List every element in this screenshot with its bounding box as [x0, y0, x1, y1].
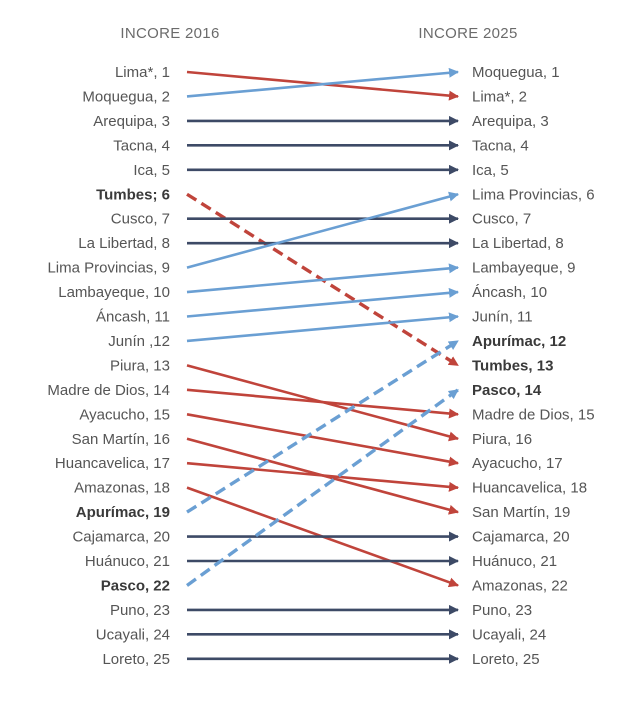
rank-change-arrow-up — [186, 67, 459, 98]
right-rank-label: Lima*, 2 — [472, 88, 527, 105]
right-rank-label: Puno, 23 — [472, 602, 532, 619]
rank-change-arrow-down — [186, 388, 459, 419]
right-rank-label: Lambayeque, 9 — [472, 260, 575, 277]
left-rank-label: San Martín, 16 — [72, 431, 170, 448]
left-rank-label: Madre de Dios, 14 — [47, 382, 170, 399]
left-rank-label: Ayacucho, 15 — [79, 406, 170, 423]
left-title: INCORE 2016 — [120, 25, 219, 42]
rank-change-arrow-up — [186, 388, 459, 587]
left-rank-label: Arequipa, 3 — [93, 113, 170, 130]
right-rank-label: Ayacucho, 17 — [472, 455, 563, 472]
right-rank-label: Cajamarca, 20 — [472, 529, 570, 546]
left-rank-label: Pasco, 22 — [101, 577, 170, 594]
right-rank-label: Huánuco, 21 — [472, 553, 557, 570]
right-rank-label: Cusco, 7 — [472, 211, 531, 228]
rank-change-arrow-up — [186, 339, 459, 514]
left-rank-label: Tacna, 4 — [113, 137, 170, 154]
left-rank-label: Puno, 23 — [110, 602, 170, 619]
right-title: INCORE 2025 — [418, 25, 517, 42]
right-rank-label: Tacna, 4 — [472, 137, 529, 154]
left-rank-label: Lima Provincias, 9 — [47, 260, 170, 277]
left-rank-label: Amazonas, 18 — [74, 480, 170, 497]
left-rank-label: Apurímac, 19 — [76, 504, 170, 521]
right-rank-label: Junín, 11 — [472, 309, 533, 326]
left-rank-label: Loreto, 25 — [102, 651, 170, 668]
left-rank-label: Tumbes; 6 — [96, 186, 170, 203]
right-rank-label: San Martín, 19 — [472, 504, 570, 521]
rank-change-arrow-up — [186, 287, 459, 318]
rank-labels: Lima*, 1 Moquegua, 1 Moquegua, 2 Lima*, 2 Ar… — [47, 64, 594, 668]
right-rank-label: Loreto, 25 — [472, 651, 540, 668]
left-rank-label: Huancavelica, 17 — [55, 455, 170, 472]
left-rank-label: Lima*, 1 — [115, 64, 170, 81]
rank-change-arrow-up — [186, 191, 459, 269]
right-rank-label: Tumbes, 13 — [472, 357, 553, 374]
left-rank-label: Lambayeque, 10 — [58, 284, 170, 301]
right-rank-label: Áncash, 10 — [472, 284, 547, 301]
left-rank-label: Ica, 5 — [133, 162, 170, 179]
right-rank-label: Pasco, 14 — [472, 382, 542, 399]
rank-change-arrow-up — [186, 312, 459, 343]
right-rank-label: La Libertad, 8 — [472, 235, 564, 252]
left-rank-label: Cusco, 7 — [111, 211, 170, 228]
left-rank-label: Ucayali, 24 — [96, 626, 170, 643]
left-rank-label: Moquegua, 2 — [82, 88, 170, 105]
left-rank-label: La Libertad, 8 — [78, 235, 170, 252]
right-rank-label: Apurímac, 12 — [472, 333, 566, 350]
left-rank-label: Áncash, 11 — [96, 309, 170, 326]
right-rank-label: Huancavelica, 18 — [472, 480, 587, 497]
right-rank-label: Arequipa, 3 — [472, 113, 549, 130]
right-rank-label: Lima Provincias, 6 — [472, 186, 595, 203]
right-rank-label: Moquegua, 1 — [472, 64, 560, 81]
left-rank-label: Piura, 13 — [110, 357, 170, 374]
right-rank-label: Ica, 5 — [472, 162, 509, 179]
right-rank-label: Madre de Dios, 15 — [472, 406, 595, 423]
connector-arrows — [186, 67, 459, 664]
left-rank-label: Junín ,12 — [108, 333, 170, 350]
left-rank-label: Huánuco, 21 — [85, 553, 170, 570]
right-rank-label: Piura, 16 — [472, 431, 532, 448]
rank-change-arrow-down — [186, 413, 459, 467]
right-rank-label: Ucayali, 24 — [472, 626, 546, 643]
left-rank-label: Cajamarca, 20 — [72, 529, 170, 546]
rank-change-arrow-up — [186, 263, 459, 294]
rank-change-arrow-down — [186, 461, 459, 492]
right-rank-label: Amazonas, 22 — [472, 577, 568, 594]
